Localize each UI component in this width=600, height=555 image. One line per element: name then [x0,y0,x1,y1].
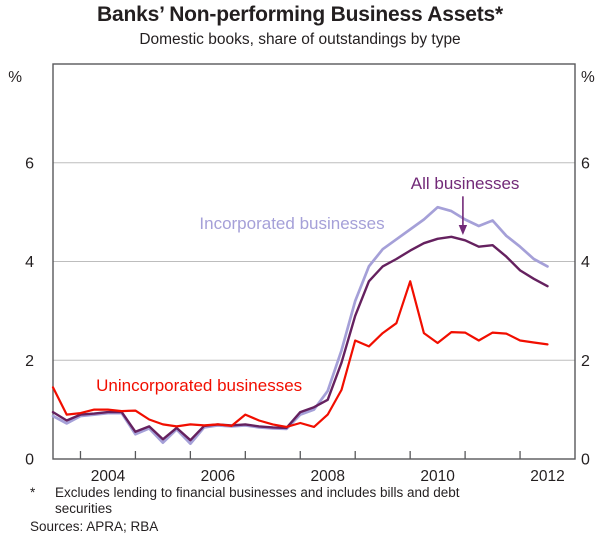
x-year-label-2006: 2006 [201,468,235,485]
annotation-arrow-head [458,224,468,235]
y-tick-label-left-2: 2 [25,353,34,370]
y-tick-label-right-4: 4 [581,254,590,271]
x-year-label-2010: 2010 [420,468,455,485]
y-unit-right: % [581,69,595,86]
footnote-marker: * [30,485,36,500]
y-tick-label-right-0: 0 [581,452,590,469]
series-line-unincorporated-businesses [51,280,549,428]
series-label-unincorporated-businesses: Unincorporated businesses [96,376,302,395]
series-label-incorporated-businesses: Incorporated businesses [199,214,384,233]
plot-frame [52,63,576,460]
series-label-all-businesses: All businesses [411,174,520,193]
y-tick-label-right-2: 2 [581,353,590,370]
y-tick-label-left-0: 0 [25,452,34,469]
chart-title: Banks’ Non-performing Business Assets* [97,3,503,26]
x-year-label-2012: 2012 [530,468,564,485]
x-year-label-2008: 2008 [310,468,344,485]
y-unit-left: % [8,69,22,86]
footnote: * Excludes lending to financial business… [30,485,510,518]
series-line-incorporated-businesses [51,205,549,446]
y-tick-label-right-6: 6 [581,155,590,172]
x-year-label-2004: 2004 [91,468,126,485]
footnote-text: Excludes lending to financial businesses… [55,485,460,517]
series-line-all-businesses [51,235,549,442]
chart-subtitle: Domestic books, share of outstandings by… [139,31,461,48]
y-tick-label-left-6: 6 [25,155,34,172]
y-tick-label-left-4: 4 [25,254,34,271]
sources-line: Sources: APRA; RBA [30,519,159,534]
